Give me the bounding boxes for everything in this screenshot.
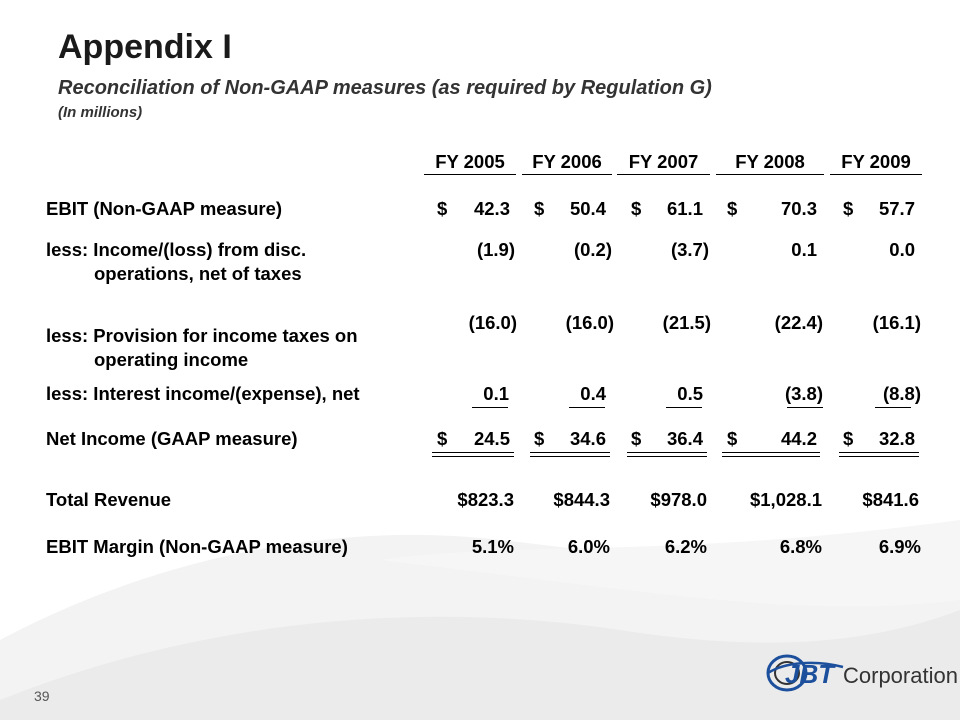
- table-cell: $34.6: [534, 428, 606, 449]
- slide-subtitle: Reconciliation of Non-GAAP measures (as …: [58, 77, 712, 99]
- table-cell: $44.2: [727, 428, 817, 449]
- table-cell: 0.1: [791, 239, 817, 260]
- column-header-fy2009: FY 2009: [830, 150, 922, 175]
- table-cell: $841.6: [862, 489, 919, 510]
- total-double-underline: [530, 452, 610, 457]
- table-cell: (3.8): [784, 383, 823, 404]
- jbt-logo-icon: JBT: [766, 654, 844, 692]
- table-cell: (16.0): [565, 312, 614, 333]
- units-note: (In millions): [58, 104, 143, 121]
- row-label-net-income: Net Income (GAAP measure): [46, 428, 298, 449]
- table-cell: $42.3: [437, 198, 510, 219]
- page-number: 39: [34, 688, 50, 704]
- table-cell: $823.3: [457, 489, 514, 510]
- total-double-underline: [722, 452, 820, 457]
- logo-text: Corporation: [843, 663, 958, 688]
- table-cell: $61.1: [631, 198, 703, 219]
- subtotal-underline: [875, 407, 911, 408]
- table-cell: 6.2%: [664, 536, 707, 557]
- logo-mark: JBT: [785, 659, 836, 689]
- subtotal-underline: [472, 407, 508, 408]
- table-cell: (3.7): [670, 239, 709, 260]
- table-cell: (21.5): [662, 312, 711, 333]
- slide-title: Appendix I: [58, 28, 232, 66]
- row-label-disc-operations: less: Income/(loss) from disc. operation…: [46, 239, 307, 284]
- column-header-fy2005: FY 2005: [424, 150, 516, 175]
- table-cell: (8.8): [882, 383, 921, 404]
- table-cell: $70.3: [727, 198, 817, 219]
- subtotal-underline: [787, 407, 823, 408]
- subtotal-underline: [666, 407, 702, 408]
- table-cell: 0.0: [889, 239, 915, 260]
- table-cell: $844.3: [553, 489, 610, 510]
- table-cell: $50.4: [534, 198, 606, 219]
- row-label-ebit-margin: EBIT Margin (Non-GAAP measure): [46, 536, 348, 557]
- table-cell: 6.9%: [878, 536, 921, 557]
- table-cell: 0.4: [580, 383, 606, 404]
- table-cell: $57.7: [843, 198, 915, 219]
- total-double-underline: [432, 452, 514, 457]
- table-cell: (22.4): [774, 312, 823, 333]
- table-cell: 0.5: [677, 383, 703, 404]
- row-label-total-revenue: Total Revenue: [46, 489, 172, 510]
- table-cell: (16.1): [872, 312, 921, 333]
- total-double-underline: [839, 452, 919, 457]
- table-cell: 0.1: [483, 383, 509, 404]
- column-header-fy2006: FY 2006: [522, 150, 612, 175]
- column-header-fy2008: FY 2008: [716, 150, 824, 175]
- table-cell: $36.4: [631, 428, 703, 449]
- subtotal-underline: [569, 407, 605, 408]
- column-header-fy2007: FY 2007: [617, 150, 710, 175]
- table-cell: $1,028.1: [749, 489, 822, 510]
- table-cell: $32.8: [843, 428, 915, 449]
- table-cell: 6.8%: [779, 536, 822, 557]
- table-cell: $24.5: [437, 428, 510, 449]
- row-label-ebit: EBIT (Non-GAAP measure): [46, 198, 283, 219]
- row-label-interest-income: less: Interest income/(expense), net: [46, 383, 360, 404]
- row-label-provision-income-taxes: less: Provision for income taxes on oper…: [46, 325, 358, 370]
- table-cell: 5.1%: [471, 536, 514, 557]
- table-cell: (16.0): [468, 312, 517, 333]
- total-double-underline: [627, 452, 707, 457]
- table-cell: (1.9): [476, 239, 515, 260]
- table-cell: 6.0%: [567, 536, 610, 557]
- table-cell: (0.2): [573, 239, 612, 260]
- table-cell: $978.0: [650, 489, 707, 510]
